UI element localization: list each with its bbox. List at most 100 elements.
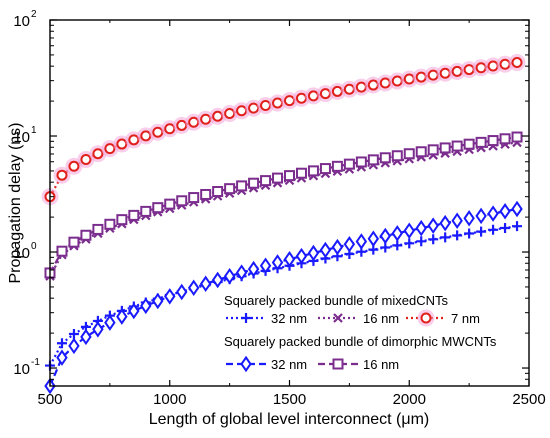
data-point (104, 218, 116, 230)
marker-shape (80, 153, 92, 165)
series-line (48, 207, 518, 387)
marker-shape (355, 233, 368, 250)
data-point (235, 264, 248, 281)
data-point (53, 166, 71, 184)
marker-shape (92, 321, 104, 338)
data-point (463, 210, 475, 227)
marker-shape (451, 212, 463, 229)
marker-shape (319, 163, 331, 175)
marker-shape (247, 260, 260, 278)
x-tick-label: 500 (37, 391, 62, 408)
marker-shape (223, 267, 236, 285)
marker-shape (511, 200, 523, 218)
marker-shape (319, 88, 331, 100)
marker-shape (259, 257, 272, 274)
x-tick-label: 2500 (512, 391, 545, 408)
legend-group1-title: Squarely packed bundle of mixedCNTs (224, 293, 449, 308)
legend-label: 16 nm (363, 357, 399, 372)
y-tick-label: 10 (13, 245, 30, 262)
data-point (439, 214, 451, 232)
marker-shape (440, 232, 451, 243)
data-point (391, 150, 403, 162)
marker-shape (499, 133, 511, 145)
marker-shape (439, 67, 451, 79)
data-point (92, 321, 104, 338)
marker-shape (56, 169, 68, 181)
data-point (319, 241, 332, 259)
data-point (391, 225, 403, 242)
marker-shape (152, 202, 164, 214)
data-point (427, 217, 439, 234)
marker-shape (128, 302, 140, 320)
marker-shape (427, 144, 439, 156)
data-point (80, 328, 92, 346)
data-point (56, 338, 67, 349)
series-line (49, 141, 518, 277)
data-point (80, 229, 92, 241)
marker-shape (475, 62, 487, 74)
marker-shape (332, 358, 344, 370)
data-point (187, 279, 200, 297)
marker-shape (415, 71, 427, 83)
marker-shape (248, 177, 260, 189)
y-tick-label: 10 (13, 361, 30, 378)
y-axis-label: Propagation delay (ns) (7, 123, 24, 284)
legend-label: 32 nm (271, 311, 307, 326)
data-point (116, 308, 128, 325)
data-point (416, 236, 427, 247)
marker-shape (295, 167, 307, 179)
legend-marker (332, 358, 344, 370)
data-point (488, 224, 499, 235)
legend: Squarely packed bundle of mixedCNTs Squa… (224, 293, 497, 373)
data-point (427, 144, 439, 156)
data-point (451, 212, 463, 229)
marker-shape (307, 244, 320, 262)
data-point (116, 214, 128, 226)
data-point (452, 230, 463, 241)
marker-shape (104, 143, 116, 155)
marker-shape (333, 313, 343, 323)
marker-shape (260, 175, 272, 187)
data-point (367, 230, 380, 247)
marker-shape (236, 180, 248, 192)
y-tick-exponent: 2 (31, 9, 37, 20)
marker-shape (355, 81, 367, 93)
marker-shape (475, 136, 487, 148)
marker-shape (391, 225, 403, 242)
marker-shape (80, 328, 92, 346)
data-point (199, 275, 212, 293)
series-4 (44, 200, 523, 395)
marker-shape (68, 160, 80, 172)
data-point (487, 205, 499, 222)
marker-shape (271, 254, 284, 271)
data-point (487, 135, 499, 147)
marker-shape (56, 245, 68, 257)
legend-marker (417, 309, 435, 327)
series-line (49, 61, 518, 198)
marker-shape (164, 123, 176, 135)
marker-shape (439, 142, 451, 154)
data-point (475, 136, 487, 148)
data-point (56, 349, 68, 366)
marker-shape (427, 217, 439, 234)
data-point (331, 238, 344, 256)
marker-shape (392, 240, 403, 251)
data-point (331, 160, 343, 172)
data-point (104, 314, 116, 331)
marker-shape (379, 77, 391, 89)
data-point (340, 80, 358, 98)
marker-shape (403, 222, 415, 239)
data-point (512, 221, 523, 232)
marker-shape (295, 247, 308, 265)
data-point (316, 85, 334, 103)
marker-shape (236, 105, 248, 117)
marker-shape (104, 314, 116, 331)
marker-shape (152, 292, 164, 310)
marker-shape (487, 205, 499, 222)
marker-shape (212, 110, 224, 122)
data-point (499, 133, 511, 145)
marker-shape (295, 92, 307, 104)
data-point (343, 236, 356, 253)
